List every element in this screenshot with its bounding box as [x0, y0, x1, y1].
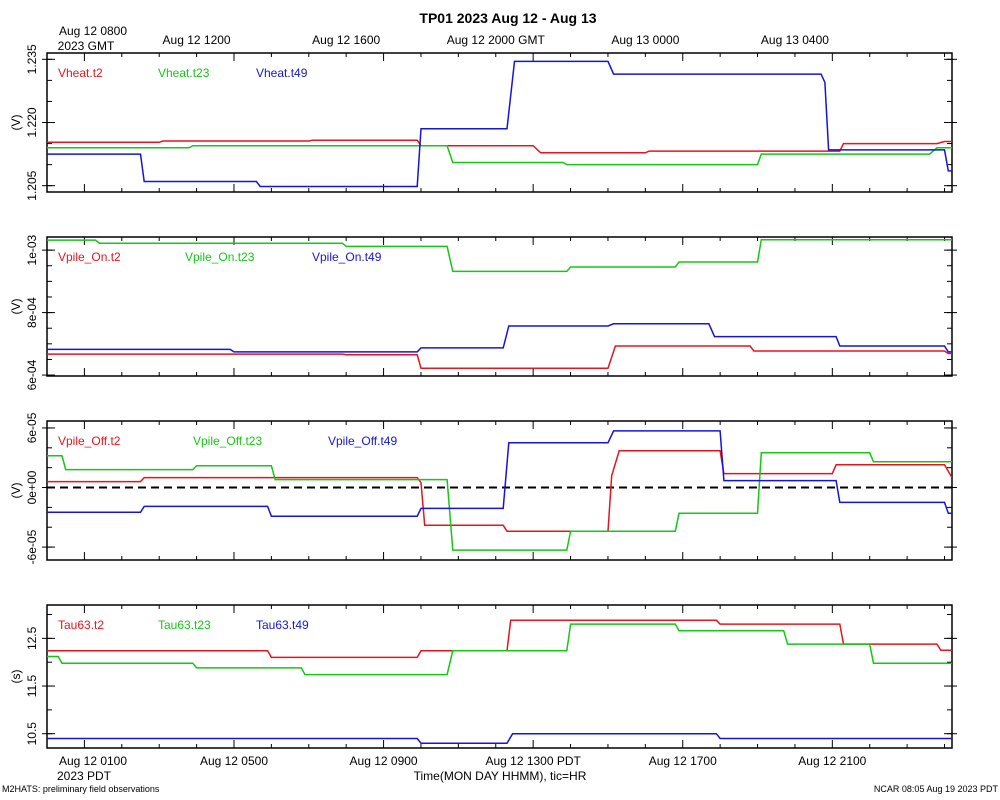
y-tick-label: 1.220 — [25, 107, 39, 137]
top-axis-tick-label: Aug 13 0000 — [611, 33, 679, 47]
panel-1: 1.205 1.220 1.235 (V) Vheat.t2 Vheat.t23 Vheat… — [9, 44, 957, 201]
y-axis-label: (V) — [9, 299, 23, 315]
chart-panels: 1.205 1.220 1.235 (V) Vheat.t2 Vheat.t23 Vheat… — [9, 44, 957, 749]
chart-title: TP01 2023 Aug 12 - Aug 13 — [419, 10, 596, 26]
legend-entry: Vpile_On.t49 — [312, 250, 382, 264]
bottom-axis-first-label-line2: 2023 PDT — [57, 769, 112, 783]
bottom-axis-tick-label: Aug 12 1700 — [649, 754, 717, 768]
series-line-vpile-off-t2 — [47, 450, 952, 532]
legend-entry: Tau63.t23 — [158, 618, 211, 632]
legend-entry: Vheat.t23 — [158, 66, 210, 80]
y-axis-label: (V) — [9, 115, 23, 131]
series-line-vpile-off-t49 — [47, 430, 952, 518]
top-axis-first-label-line1: Aug 12 0800 — [59, 24, 127, 38]
panel-2: 6e-04 8e-04 1e-03 (V) Vpile_On.t2 Vpile_On.t2… — [9, 234, 957, 390]
top-axis-tick-label: Aug 13 0400 — [761, 33, 829, 47]
series-line-vheat-t49 — [47, 60, 952, 188]
top-axis-first-label-line2: 2023 GMT — [58, 39, 115, 53]
bottom-axis-first-label-line1: Aug 12 0100 — [59, 754, 127, 768]
footer-right: NCAR 08:05 Aug 19 2023 PDT — [874, 784, 999, 794]
top-axis-tick-label: Aug 12 2000 GMT — [447, 33, 546, 47]
panel-frame — [46, 604, 953, 749]
y-tick-label: 11.5 — [25, 674, 39, 697]
legend-entry: Tau63.t2 — [58, 618, 104, 632]
bottom-axis-labels: Aug 12 0500 Aug 12 0900 Aug 12 1300 PDT Aug… — [200, 754, 867, 768]
x-axis-label: Time(MON DAY HHMM), tic=HR — [414, 769, 587, 783]
series-line-vpile-on-t49 — [47, 323, 952, 353]
bottom-axis-tick-label: Aug 12 0500 — [200, 754, 268, 768]
top-axis-tick-label: Aug 12 1600 — [312, 33, 380, 47]
legend-entry: Vpile_On.t23 — [185, 250, 255, 264]
legend-entry: Vheat.t2 — [58, 66, 103, 80]
bottom-axis-tick-label: Aug 12 2100 — [798, 754, 866, 768]
series-line-vpile-on-t23 — [47, 239, 952, 273]
y-tick-label: 12.5 — [25, 626, 39, 650]
bottom-axis-tick-label: Aug 12 0900 — [350, 754, 418, 768]
y-axis-label: (V) — [9, 483, 23, 499]
y-tick-label: 6e-04 — [25, 359, 39, 390]
panel-frame — [46, 420, 953, 561]
y-tick-label: 1.235 — [25, 44, 39, 74]
legend-entry: Tau63.t49 — [256, 618, 309, 632]
legend-entry: Vpile_Off.t23 — [193, 434, 262, 448]
series-line-vheat-t2 — [47, 139, 952, 154]
legend-entry: Vpile_On.t2 — [58, 250, 121, 264]
y-tick-label: 10.5 — [25, 722, 39, 746]
legend-entry: Vheat.t49 — [256, 66, 308, 80]
panel-4: 10.5 11.5 12.5 (s) Tau63.t2 Tau63.t23 Tau63.t4… — [9, 604, 957, 749]
legend-entry: Vpile_Off.t2 — [58, 434, 121, 448]
y-tick-label: 1e-03 — [25, 234, 39, 265]
series-line-vpile-on-t2 — [47, 345, 952, 369]
series-line-vpile-off-t23 — [47, 452, 952, 551]
y-tick-label: -6e-05 — [25, 529, 39, 564]
bottom-axis-tick-label: Aug 12 1300 PDT — [485, 754, 581, 768]
y-tick-label: 0e+00 — [25, 470, 39, 504]
y-tick-label: 6e-05 — [25, 412, 39, 443]
series-line-tau63-t2 — [47, 619, 952, 659]
panel-frame — [46, 236, 953, 377]
top-axis-tick-label: Aug 12 1200 — [163, 33, 231, 47]
y-tick-label: 8e-04 — [25, 297, 39, 328]
series-line-tau63-t49 — [47, 732, 952, 744]
series-line-tau63-t23 — [47, 623, 952, 676]
footer-left: M2HATS: preliminary field observations — [2, 784, 160, 794]
legend-entry: Vpile_Off.t49 — [328, 434, 397, 448]
series-line-vheat-t23 — [47, 144, 952, 166]
y-tick-label: 1.205 — [25, 170, 39, 200]
panel-3: -6e-05 0e+00 6e-05 (V) Vpile_Off.t2 Vpile_Off… — [9, 412, 957, 564]
top-axis-labels: Aug 12 1200 Aug 12 1600 Aug 12 2000 GMT Aug… — [163, 33, 830, 47]
y-axis-label: (s) — [9, 670, 23, 684]
